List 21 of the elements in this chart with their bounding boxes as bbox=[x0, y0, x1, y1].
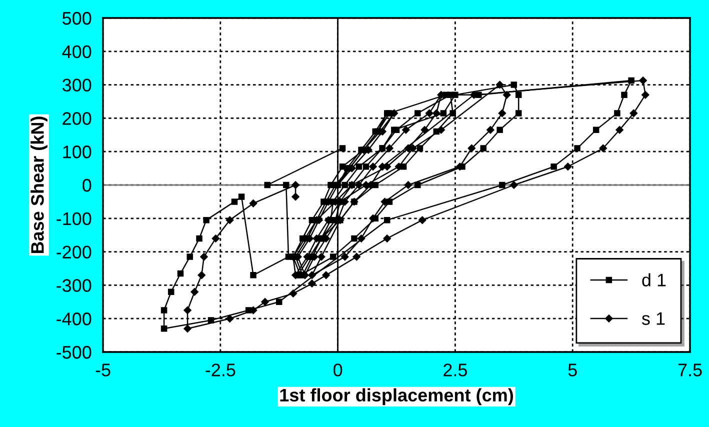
y-tick-label: -500 bbox=[56, 346, 92, 359]
y-tick-label: 200 bbox=[62, 112, 92, 125]
y-tick-label: 500 bbox=[62, 12, 92, 25]
y-tick-label: 300 bbox=[62, 78, 92, 92]
y-tick-label: -200 bbox=[56, 246, 92, 259]
y-tick-label: -100 bbox=[56, 212, 92, 226]
legend-label: s 1 bbox=[642, 312, 665, 325]
x-tick-label: -2.5 bbox=[206, 364, 236, 376]
y-tick-label: -400 bbox=[56, 312, 92, 326]
x-tick-label: 2.5 bbox=[444, 364, 467, 376]
y-axis-title: Base Shear (kN) bbox=[30, 116, 48, 254]
y-tick-label: 400 bbox=[62, 45, 92, 58]
x-tick-label: 0 bbox=[333, 364, 342, 376]
y-tick-label: 100 bbox=[63, 146, 92, 158]
y-tick-label: 0 bbox=[82, 178, 92, 192]
x-tick-label: 7.5 bbox=[678, 364, 702, 376]
y-tick-label: -300 bbox=[56, 279, 92, 292]
x-axis-title: 1st floor displacement (cm) bbox=[280, 388, 513, 406]
x-tick-label: 5 bbox=[568, 364, 577, 376]
legend-label: d 1 bbox=[642, 273, 666, 286]
x-tick-label: -5 bbox=[96, 364, 110, 376]
